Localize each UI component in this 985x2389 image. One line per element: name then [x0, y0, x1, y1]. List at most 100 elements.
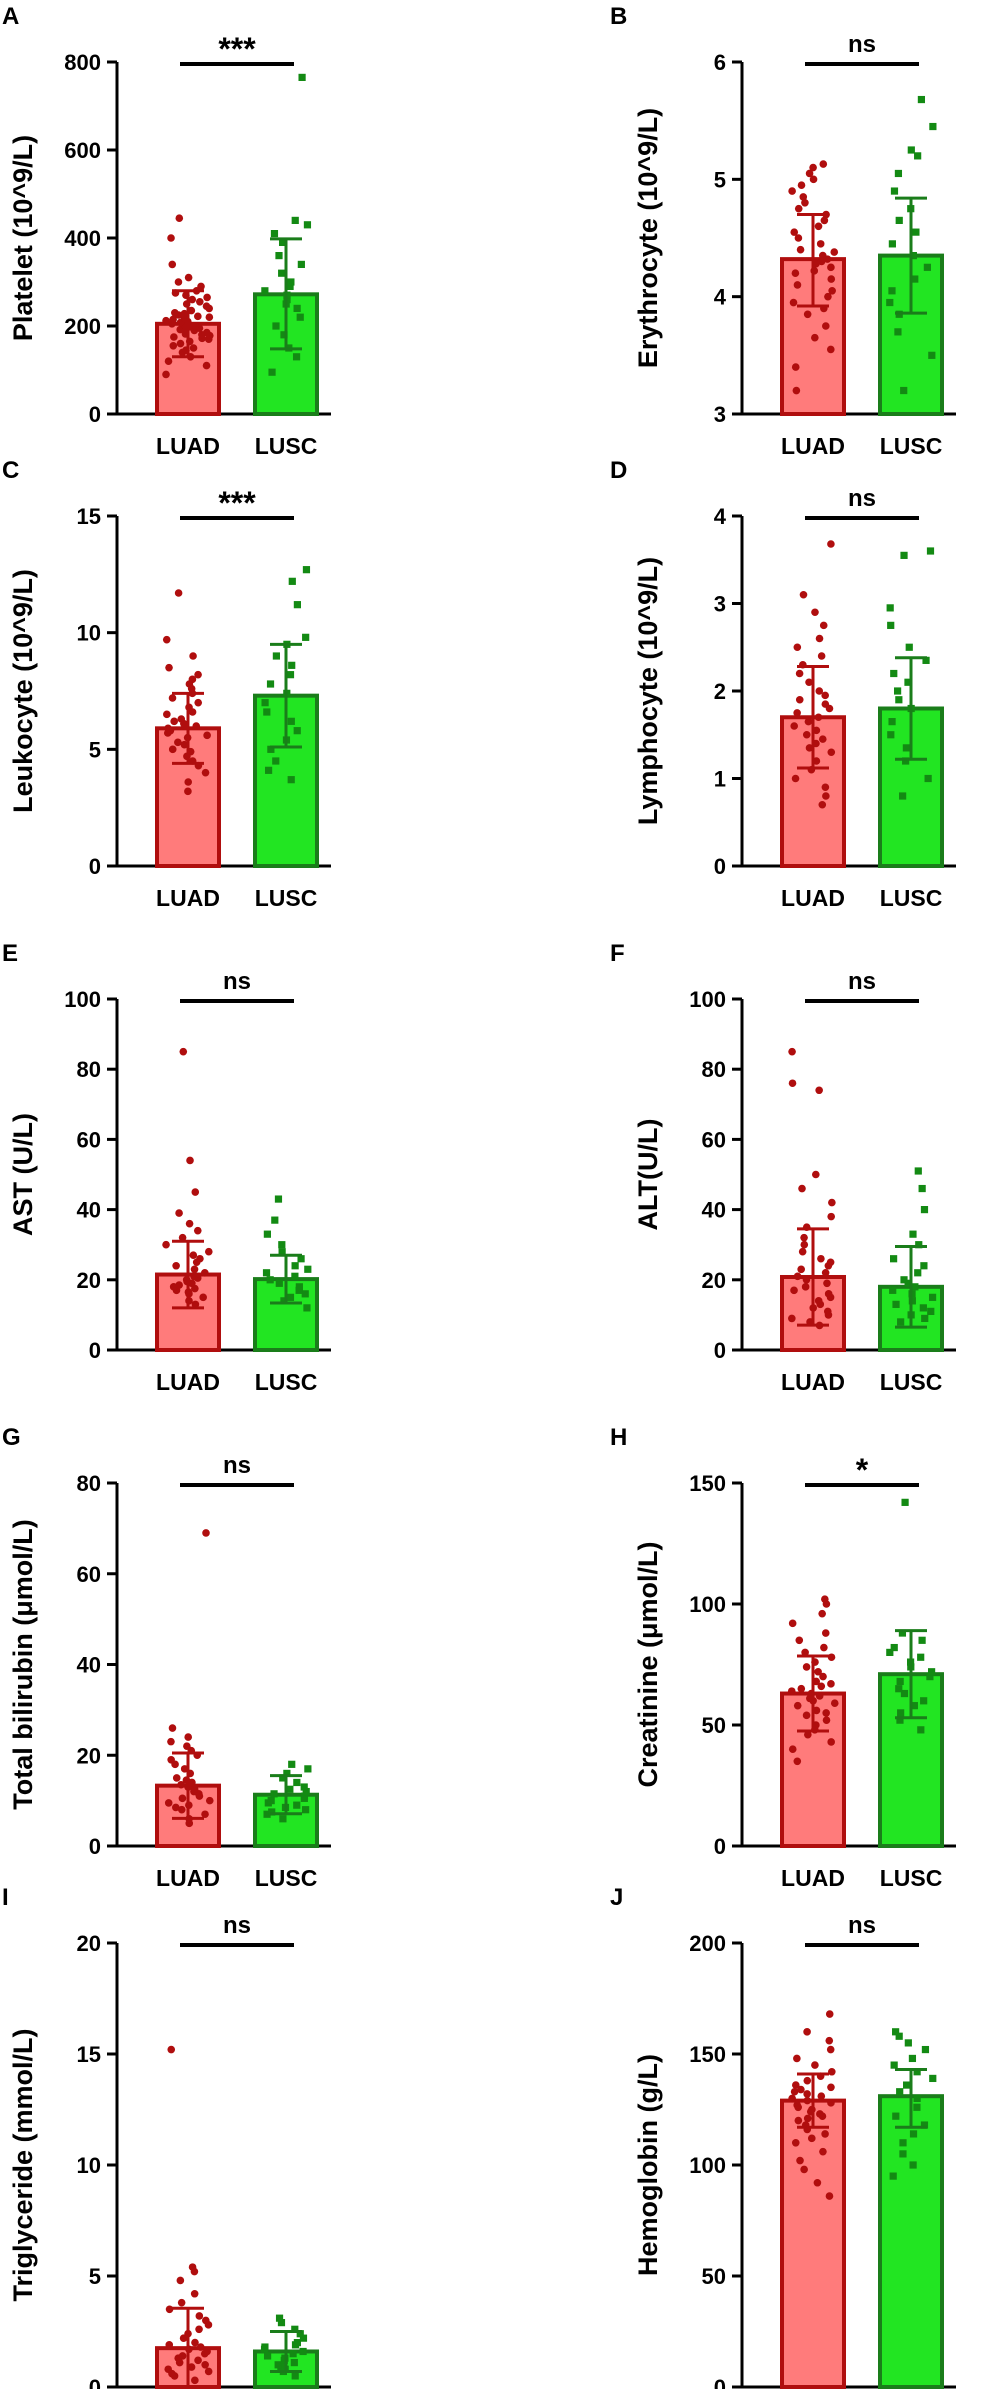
data-point-luad: [172, 1261, 180, 1270]
data-point-lusc: [913, 2068, 921, 2076]
data-point-lusc: [904, 2039, 912, 2047]
x-category-label-luad: LUAD: [156, 433, 220, 459]
data-point-lusc: [918, 1636, 926, 1644]
y-tick-label: 40: [702, 1198, 726, 1223]
data-point-lusc: [920, 1697, 928, 1705]
y-tick-label: 0: [714, 854, 726, 879]
data-point-lusc: [302, 566, 311, 574]
data-point-luad: [164, 1799, 173, 1807]
data-point-lusc: [291, 1272, 299, 1280]
data-point-luad: [794, 234, 803, 242]
data-point-lusc: [303, 221, 312, 229]
data-point-luad: [789, 298, 798, 307]
data-point-lusc: [895, 2032, 903, 2040]
data-point-luad: [827, 2099, 835, 2107]
data-point-luad: [190, 2289, 199, 2298]
data-point-lusc: [895, 216, 903, 224]
significance-label: ***: [218, 485, 256, 521]
data-point-luad: [812, 1706, 821, 1715]
data-point-lusc: [274, 2361, 282, 2369]
data-point-luad: [803, 2114, 812, 2123]
data-point-lusc: [272, 322, 280, 330]
data-point-lusc: [890, 2061, 898, 2069]
data-point-lusc: [278, 1241, 286, 1249]
data-point-luad: [821, 1268, 830, 1277]
data-point-lusc: [271, 1216, 279, 1224]
data-point-lusc: [288, 661, 296, 669]
data-point-luad: [798, 1247, 807, 1256]
y-axis-title: AST (U/L): [8, 1113, 38, 1236]
data-point-luad: [190, 1272, 198, 1281]
y-tick-label: 20: [77, 1268, 101, 1293]
data-point-lusc: [267, 1797, 275, 1805]
data-point-lusc: [886, 1648, 894, 1656]
data-point-lusc: [929, 122, 937, 131]
data-point-lusc: [279, 1774, 287, 1782]
y-tick-label: 0: [89, 1834, 101, 1859]
data-point-luad: [804, 1730, 812, 1739]
data-point-luad: [827, 1212, 835, 1221]
data-point-luad: [172, 1803, 180, 1812]
data-point-luad: [171, 309, 179, 317]
data-point-lusc: [902, 744, 911, 752]
data-point-luad: [175, 1209, 183, 1217]
data-point-luad: [202, 302, 211, 311]
data-point-lusc: [928, 351, 936, 359]
data-point-luad: [184, 1733, 193, 1741]
data-point-luad: [184, 787, 192, 796]
data-point-luad: [167, 1755, 175, 1764]
data-point-luad: [188, 675, 197, 684]
y-tick-label: 1: [714, 767, 726, 792]
data-point-luad: [162, 316, 170, 325]
significance-label: ns: [848, 1912, 876, 1939]
data-point-luad: [788, 1745, 797, 1753]
data-point-luad: [165, 663, 173, 672]
y-tick-label: 2: [714, 679, 726, 704]
data-point-luad: [818, 800, 827, 809]
data-point-lusc: [295, 1283, 303, 1291]
data-point-lusc: [921, 1314, 929, 1323]
data-point-lusc: [890, 669, 898, 678]
data-point-luad: [185, 1219, 194, 1228]
data-point-lusc: [286, 1785, 294, 1793]
data-point-luad: [803, 2090, 811, 2098]
data-point-luad: [790, 228, 799, 236]
data-point-luad: [817, 1254, 825, 1263]
data-point-luad: [805, 744, 814, 752]
data-point-lusc: [924, 774, 932, 783]
data-point-luad: [809, 175, 818, 184]
y-axis-title: ALT(U/L): [633, 1119, 663, 1231]
x-category-label-luad: LUAD: [156, 1369, 220, 1395]
data-point-lusc: [894, 169, 903, 178]
panel-e: E AST (U/L) 0 20 40 60 80 100 LUAD LUSC ns: [2, 940, 331, 1395]
data-point-luad: [803, 2076, 812, 2085]
data-point-luad: [184, 778, 193, 786]
data-point-lusc: [889, 1286, 897, 1294]
data-point-luad: [176, 339, 185, 348]
data-point-lusc: [886, 298, 894, 307]
data-point-lusc: [270, 1790, 278, 1798]
data-point-luad: [194, 2356, 202, 2365]
data-point-lusc: [266, 1276, 274, 1284]
data-point-luad: [826, 1258, 835, 1267]
y-tick-label: 20: [77, 1743, 101, 1768]
data-point-lusc: [899, 2139, 907, 2147]
data-point-luad: [164, 357, 173, 366]
data-point-luad: [826, 2045, 835, 2054]
data-point-lusc: [887, 621, 895, 629]
data-point-luad: [170, 717, 178, 726]
data-point-luad: [809, 163, 817, 172]
x-category-label-lusc: LUSC: [880, 885, 943, 911]
data-point-lusc: [296, 313, 304, 321]
data-point-luad: [191, 2338, 199, 2347]
y-tick-label: 100: [64, 987, 101, 1012]
data-point-luad: [807, 2134, 816, 2143]
data-point-luad: [203, 731, 211, 740]
data-point-lusc: [917, 1726, 925, 1734]
data-point-luad: [788, 2094, 796, 2103]
data-point-luad: [169, 342, 178, 350]
y-tick-label: 200: [689, 1931, 726, 1956]
significance-label: *: [856, 1452, 869, 1488]
y-tick-label: 40: [77, 1653, 101, 1678]
data-point-luad: [815, 687, 824, 695]
